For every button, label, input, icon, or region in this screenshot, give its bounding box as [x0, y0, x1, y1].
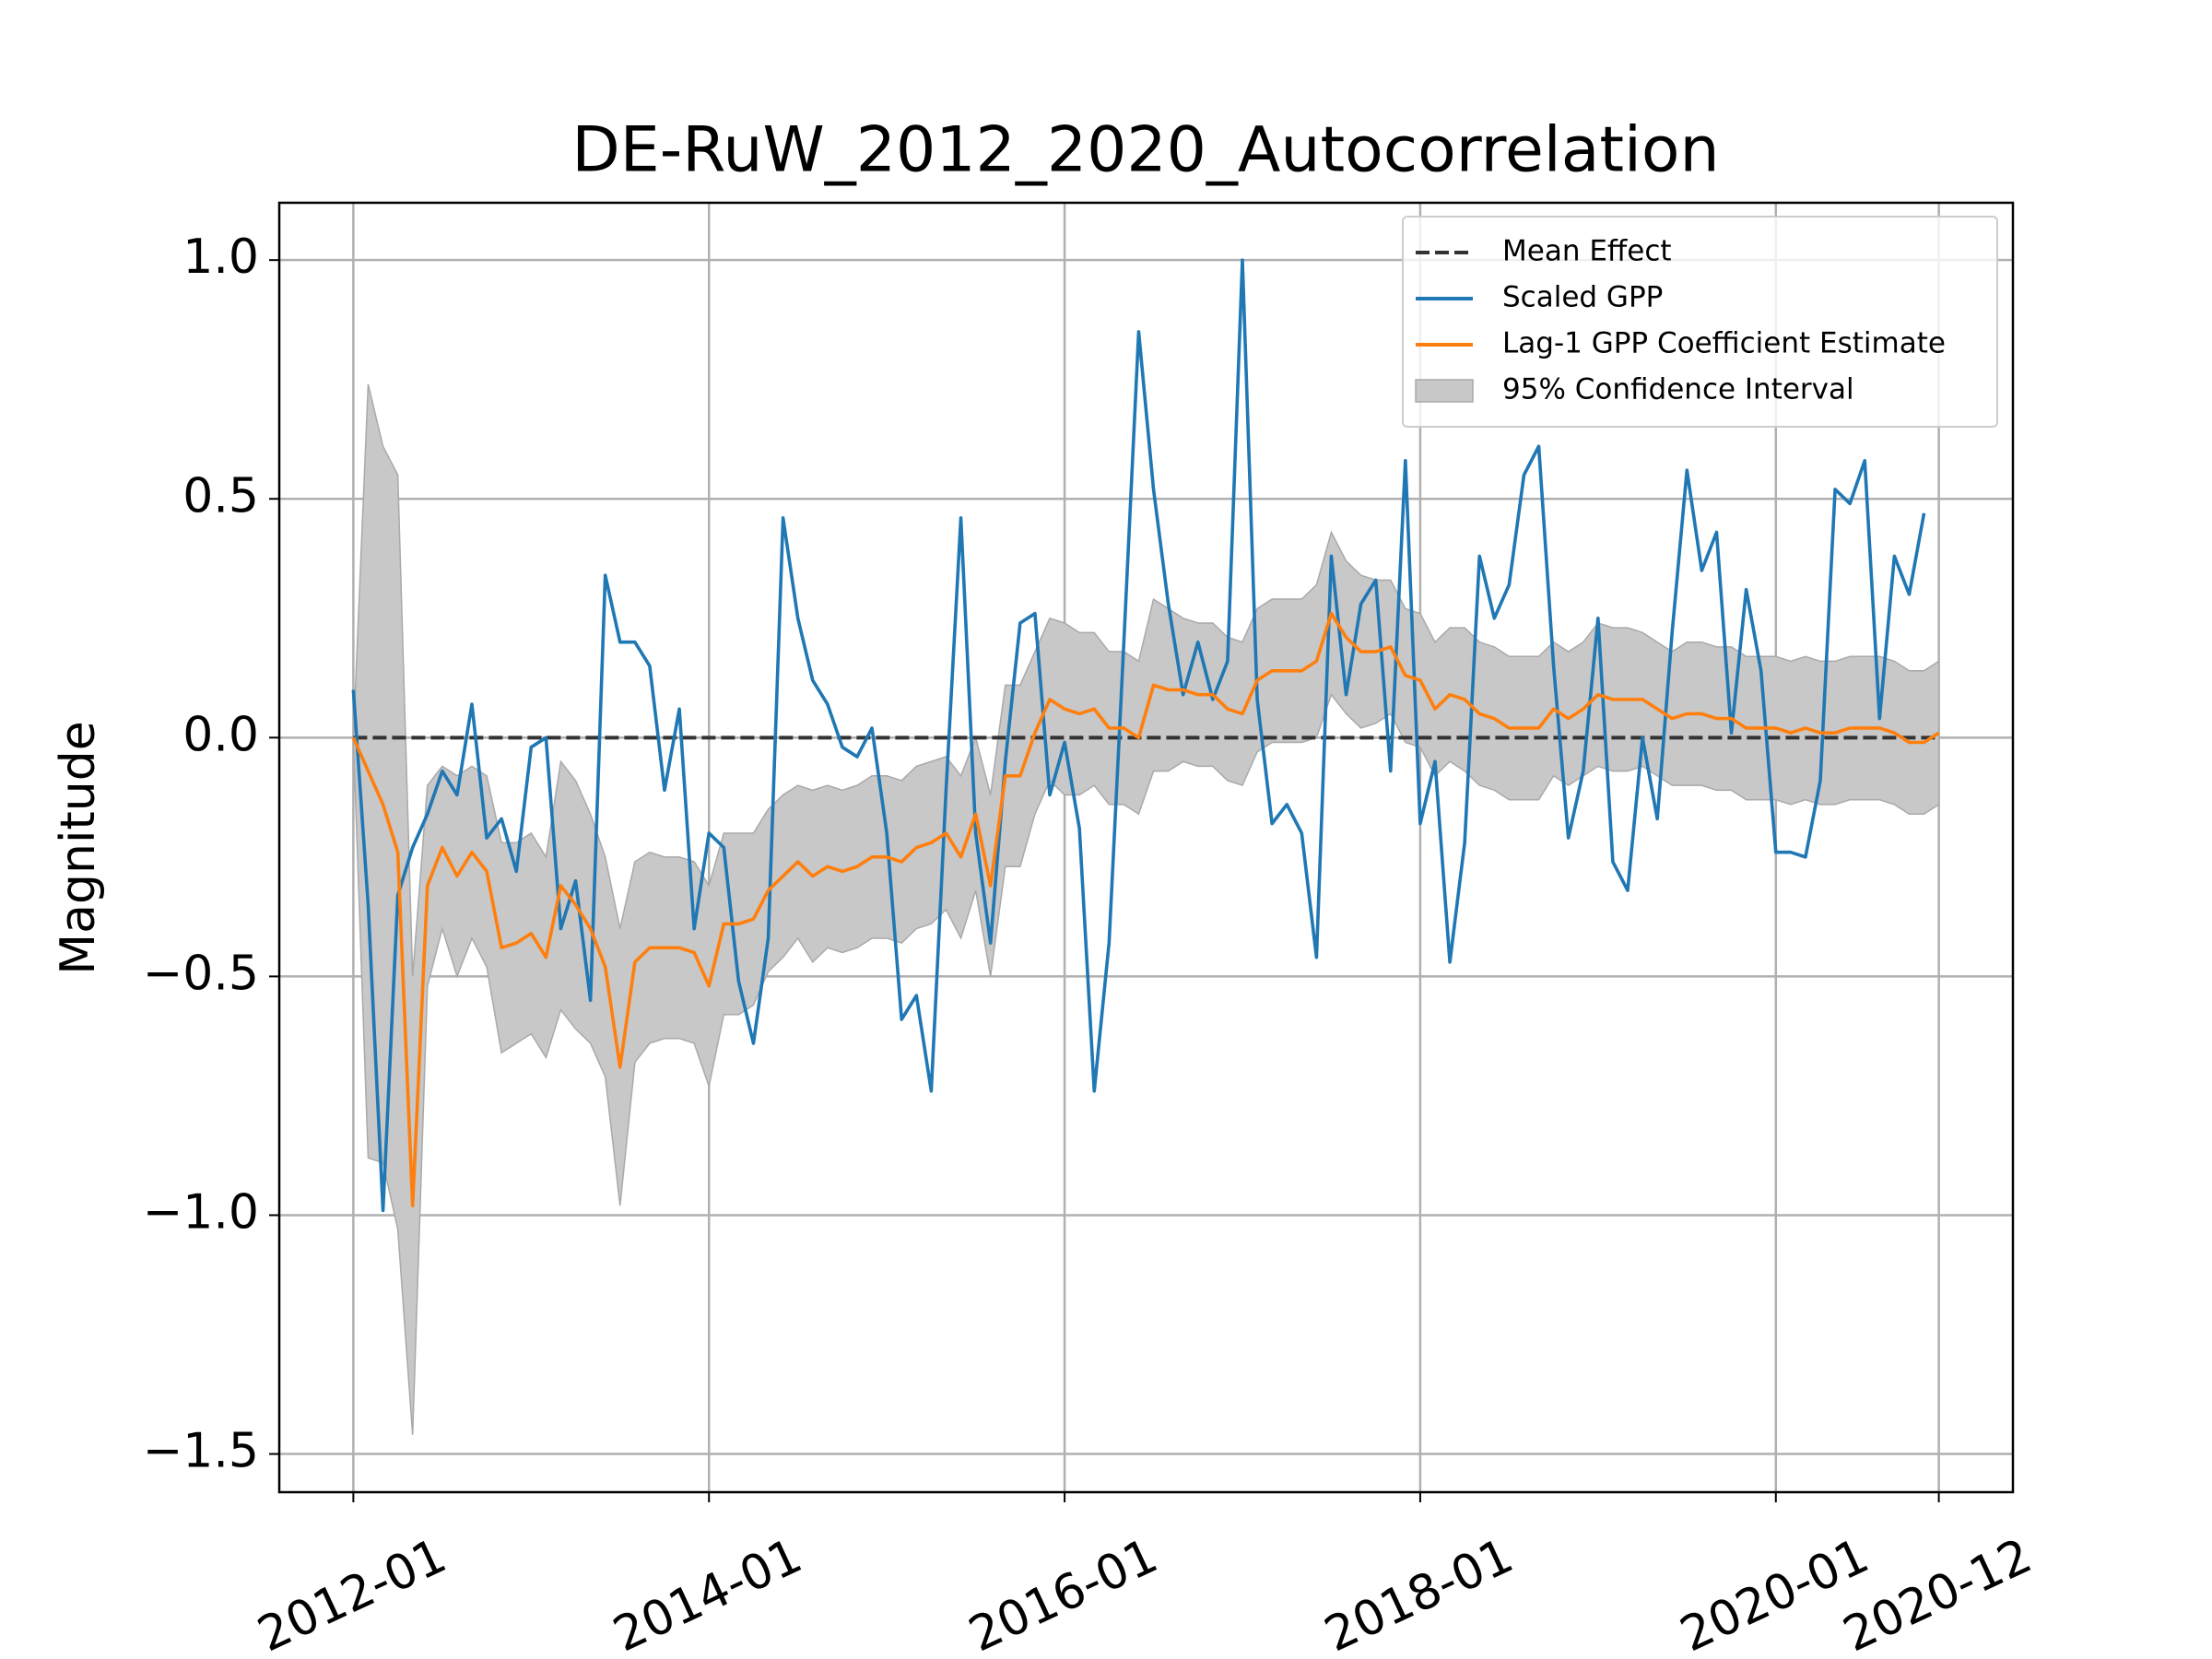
legend: Mean Effect Scaled GPP Lag-1 GPP Coefficie…: [1402, 216, 1998, 428]
legend-swatch: [1415, 379, 1474, 403]
series-line: [351, 611, 1940, 1207]
y-tick-label: 1.0: [182, 229, 259, 285]
chart-title: DE-RuW_2012_2020_Autocorrelation: [571, 114, 1719, 187]
legend-label: Mean Effect: [1502, 235, 1672, 268]
legend-box: [1402, 216, 1998, 428]
y-tick-label: −1.0: [143, 1184, 259, 1240]
y-tick-label: −1.5: [143, 1424, 259, 1479]
legend-label: 95% Confidence Interval: [1502, 373, 1854, 406]
axes-frame: [277, 201, 2015, 1494]
y-axis-label: Magnitude: [51, 721, 106, 975]
plot-area: [351, 258, 1940, 1435]
series-line: [351, 258, 1926, 1213]
y-tick-label: 0.5: [182, 468, 259, 524]
legend-label: Scaled GPP: [1502, 281, 1663, 314]
y-tick-label: 0.0: [182, 707, 259, 762]
legend-label: Lag-1 GPP Coefficient Estimate: [1502, 327, 1946, 360]
y-tick-label: −0.5: [143, 946, 259, 1001]
